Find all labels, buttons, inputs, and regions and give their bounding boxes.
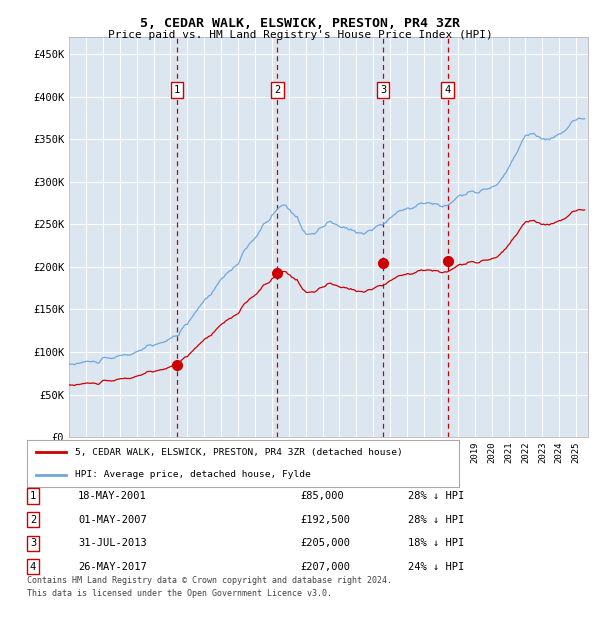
Text: 5, CEDAR WALK, ELSWICK, PRESTON, PR4 3ZR: 5, CEDAR WALK, ELSWICK, PRESTON, PR4 3ZR — [140, 17, 460, 30]
Text: 01-MAY-2007: 01-MAY-2007 — [78, 515, 147, 525]
Text: 1: 1 — [174, 85, 180, 95]
Text: 24% ↓ HPI: 24% ↓ HPI — [408, 562, 464, 572]
Text: £85,000: £85,000 — [300, 491, 344, 501]
Text: 1: 1 — [30, 491, 36, 501]
Text: 3: 3 — [380, 85, 386, 95]
Text: 4: 4 — [445, 85, 451, 95]
Text: 26-MAY-2017: 26-MAY-2017 — [78, 562, 147, 572]
Text: HPI: Average price, detached house, Fylde: HPI: Average price, detached house, Fyld… — [74, 470, 310, 479]
Text: This data is licensed under the Open Government Licence v3.0.: This data is licensed under the Open Gov… — [27, 590, 332, 598]
Text: 3: 3 — [30, 538, 36, 548]
Text: 2: 2 — [30, 515, 36, 525]
Text: £207,000: £207,000 — [300, 562, 350, 572]
Text: 31-JUL-2013: 31-JUL-2013 — [78, 538, 147, 548]
Text: Price paid vs. HM Land Registry's House Price Index (HPI): Price paid vs. HM Land Registry's House … — [107, 30, 493, 40]
Text: 2: 2 — [274, 85, 281, 95]
Text: £205,000: £205,000 — [300, 538, 350, 548]
Text: 18-MAY-2001: 18-MAY-2001 — [78, 491, 147, 501]
Text: Contains HM Land Registry data © Crown copyright and database right 2024.: Contains HM Land Registry data © Crown c… — [27, 576, 392, 585]
Text: 28% ↓ HPI: 28% ↓ HPI — [408, 491, 464, 501]
Text: £192,500: £192,500 — [300, 515, 350, 525]
Text: 28% ↓ HPI: 28% ↓ HPI — [408, 515, 464, 525]
Text: 5, CEDAR WALK, ELSWICK, PRESTON, PR4 3ZR (detached house): 5, CEDAR WALK, ELSWICK, PRESTON, PR4 3ZR… — [74, 448, 402, 457]
Text: 18% ↓ HPI: 18% ↓ HPI — [408, 538, 464, 548]
Text: 4: 4 — [30, 562, 36, 572]
